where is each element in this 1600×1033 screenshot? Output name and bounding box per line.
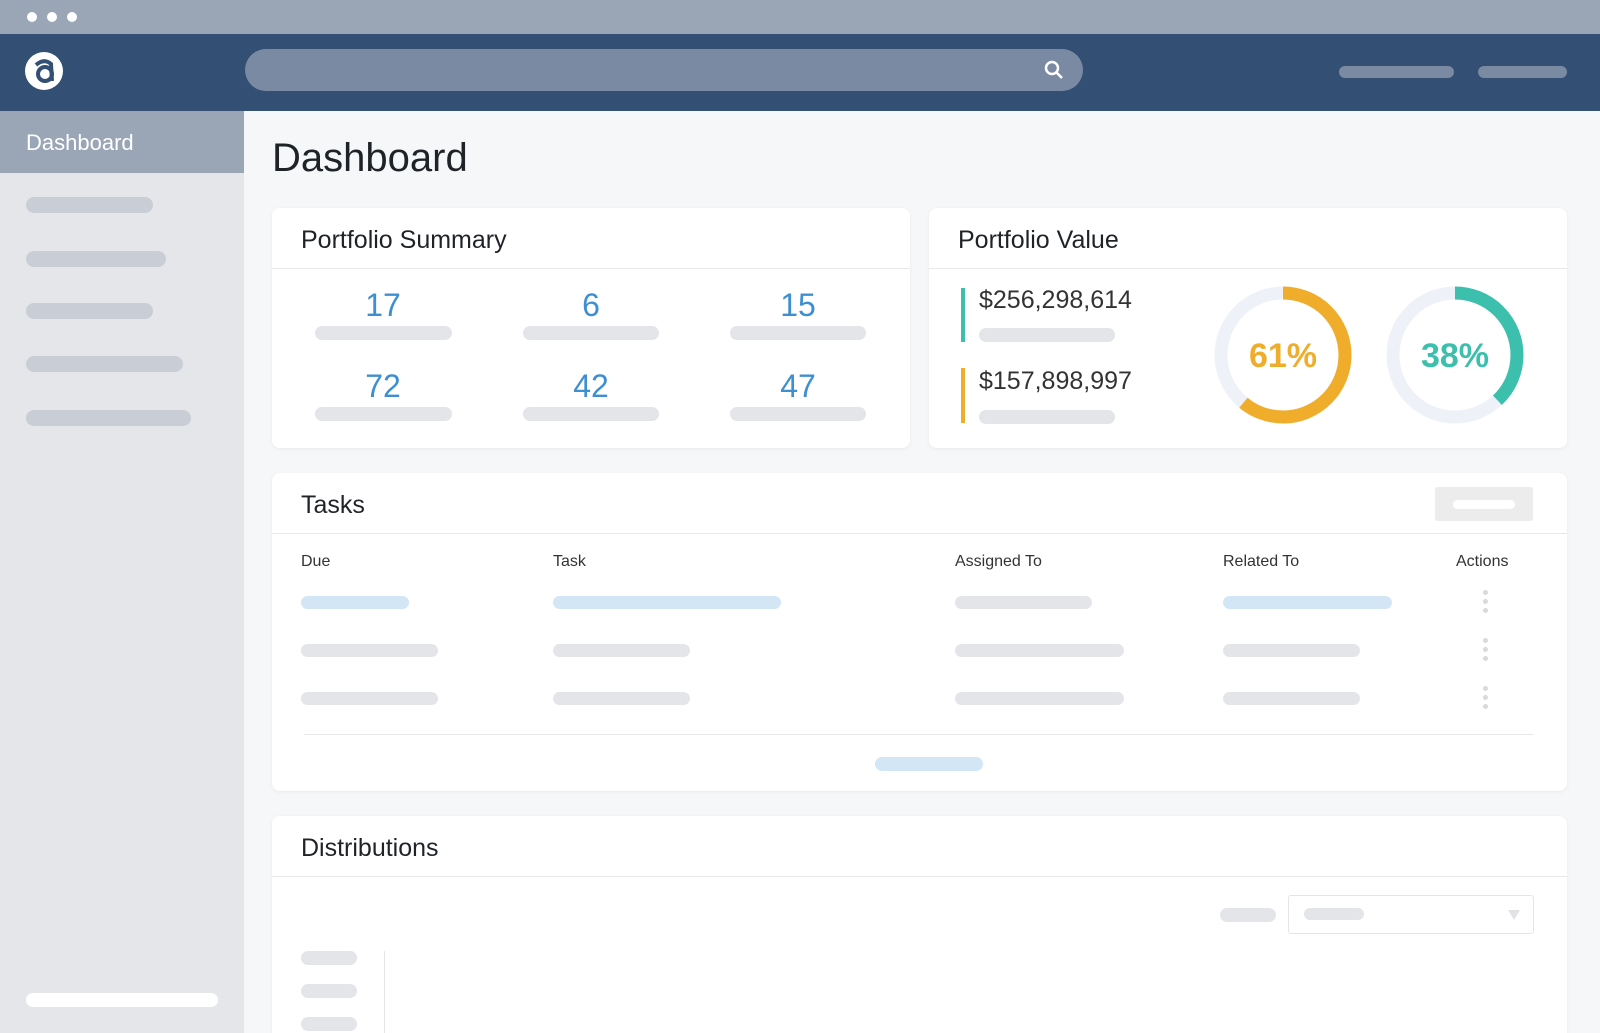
summary-number: 72 xyxy=(365,368,401,404)
nav-item-active[interactable]: Dashboard xyxy=(0,111,244,173)
amount: $157,898,997 xyxy=(979,367,1132,395)
placeholder xyxy=(553,644,690,657)
card-title: Distributions xyxy=(301,834,439,862)
summary-number: 6 xyxy=(582,287,600,323)
placeholder xyxy=(730,326,866,340)
nav-placeholder[interactable] xyxy=(26,303,153,319)
placeholder xyxy=(301,692,438,705)
placeholder xyxy=(553,596,781,609)
placeholder xyxy=(979,410,1115,424)
donut-charts: 61% 38% xyxy=(1214,286,1524,424)
portfolio-summary-card: Portfolio Summary 17 6 15 72 42 47 xyxy=(272,208,910,448)
donut-label: 38% xyxy=(1421,337,1489,375)
column-header: Due xyxy=(301,553,331,570)
pagination[interactable] xyxy=(875,757,983,771)
placeholder xyxy=(553,692,690,705)
card-title: Tasks xyxy=(301,491,365,519)
summary-number: 47 xyxy=(780,368,816,404)
placeholder xyxy=(523,407,659,421)
column-header: Related To xyxy=(1223,553,1300,570)
header-link[interactable] xyxy=(1339,66,1454,78)
row-actions[interactable] xyxy=(1483,638,1488,665)
logo[interactable] xyxy=(24,51,66,93)
window-dots xyxy=(27,12,77,22)
header xyxy=(0,34,1600,111)
placeholder xyxy=(1220,908,1276,922)
divider xyxy=(272,268,910,269)
divider xyxy=(272,876,1567,877)
summary-number: 17 xyxy=(365,287,401,323)
nav-placeholder[interactable] xyxy=(26,251,166,267)
nav-placeholder[interactable] xyxy=(26,993,218,1007)
placeholder xyxy=(301,984,357,998)
summary-number: 15 xyxy=(780,287,816,323)
placeholder xyxy=(1223,692,1360,705)
placeholder xyxy=(955,596,1092,609)
nav-label: Dashboard xyxy=(26,130,134,155)
placeholder xyxy=(730,407,866,421)
placeholder xyxy=(979,328,1115,342)
column-header: Task xyxy=(553,553,586,570)
placeholder xyxy=(301,596,409,609)
dropdown[interactable] xyxy=(1288,895,1534,934)
donut-arc xyxy=(1386,286,1524,424)
accent-bar xyxy=(961,288,965,342)
card-title: Portfolio Summary xyxy=(301,226,507,254)
search-icon[interactable] xyxy=(1043,59,1065,81)
card-title: Portfolio Value xyxy=(958,226,1119,254)
sidebar: Dashboard xyxy=(0,111,244,1033)
button[interactable] xyxy=(1435,487,1533,521)
divider xyxy=(929,268,1567,269)
accent-bar xyxy=(961,368,965,423)
header-link[interactable] xyxy=(1478,66,1567,78)
placeholder xyxy=(523,326,659,340)
column-header: Assigned To xyxy=(955,553,1042,570)
placeholder xyxy=(955,644,1124,657)
placeholder xyxy=(301,1017,357,1031)
placeholder xyxy=(1223,644,1360,657)
row-actions[interactable] xyxy=(1483,590,1488,617)
tasks-card: Tasks xyxy=(272,473,1567,791)
column-header: Actions xyxy=(1456,553,1509,570)
divider xyxy=(272,533,1567,534)
placeholder xyxy=(1223,596,1392,609)
search-bar[interactable] xyxy=(245,49,1083,91)
placeholder xyxy=(315,407,452,421)
donut-arc xyxy=(1214,286,1352,424)
page-title: Dashboard xyxy=(272,136,468,180)
placeholder xyxy=(315,326,452,340)
axis xyxy=(384,951,385,1033)
donut-label: 61% xyxy=(1249,337,1317,375)
placeholder xyxy=(301,951,357,965)
nav-placeholder[interactable] xyxy=(26,197,153,213)
amount: $256,298,614 xyxy=(979,286,1132,314)
row-actions[interactable] xyxy=(1483,686,1488,713)
portfolio-value-card: Portfolio Value $256,298,614 $157,898,99… xyxy=(929,208,1567,448)
distributions-card: Distributions xyxy=(272,816,1567,1033)
nav-placeholder[interactable] xyxy=(26,356,183,372)
divider xyxy=(304,734,1534,735)
placeholder xyxy=(301,644,438,657)
nav-placeholder[interactable] xyxy=(26,410,191,426)
window-bar xyxy=(0,0,1600,34)
summary-number: 42 xyxy=(573,368,609,404)
placeholder xyxy=(955,692,1124,705)
